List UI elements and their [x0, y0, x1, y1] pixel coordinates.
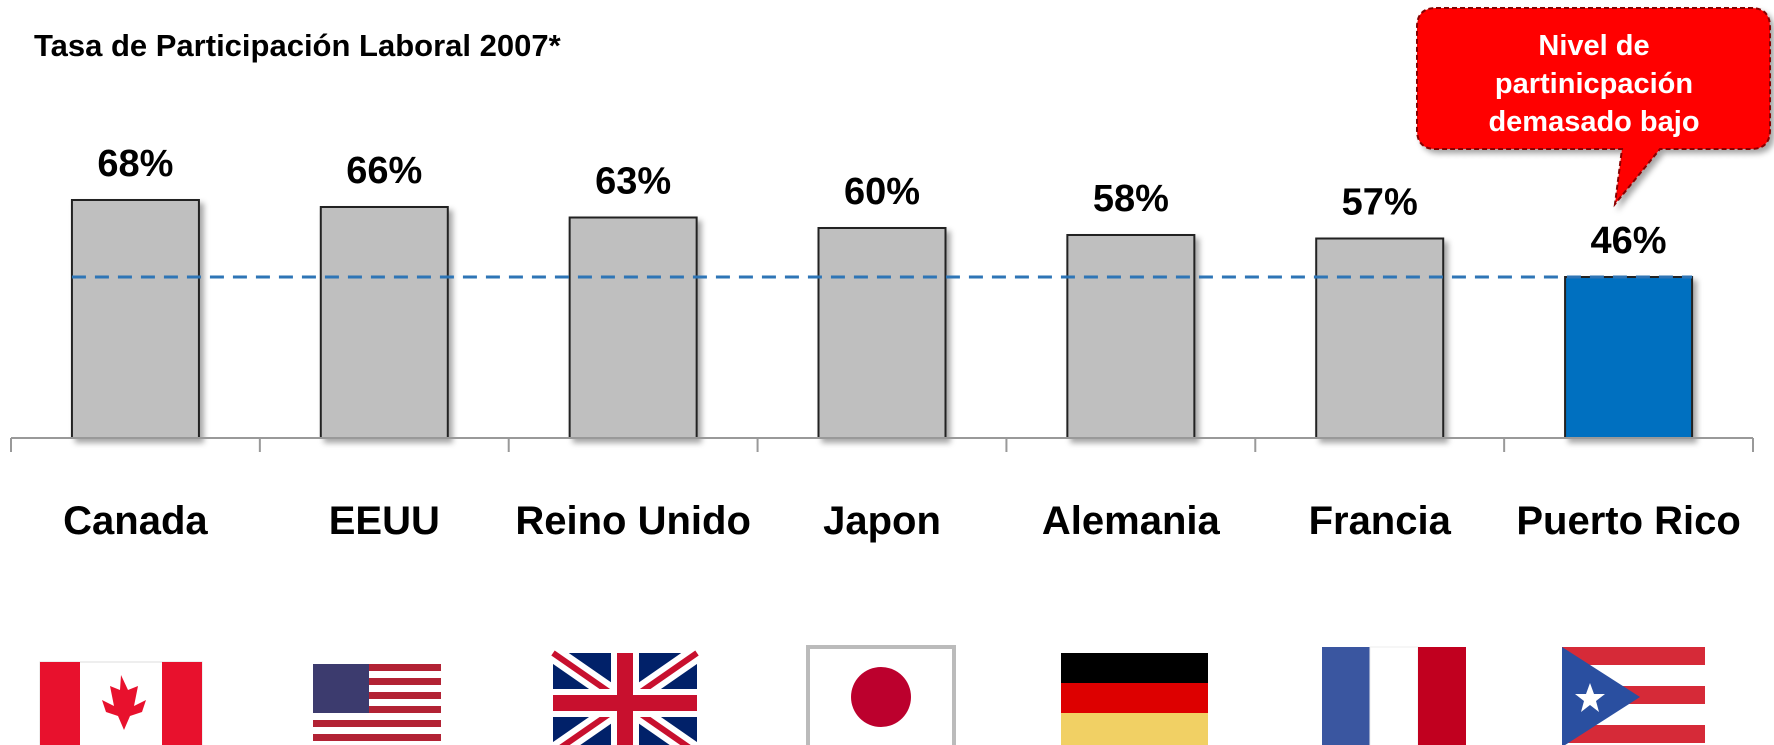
flag-canada [39, 661, 203, 745]
x-tick-label: Francia [1309, 499, 1452, 543]
flag-usa [313, 664, 441, 745]
value-label: 63% [595, 161, 671, 203]
callout: Nivel de partinicpación demasado bajo [1416, 7, 1771, 208]
callout-box [1416, 7, 1771, 208]
x-tick-label: Japon [823, 499, 941, 543]
chart-title: Tasa de Participación Laboral 2007* [34, 28, 562, 63]
flag-japan [806, 645, 956, 745]
x-tick-label: Reino Unido [515, 499, 751, 543]
flag-france [1322, 646, 1466, 745]
flag-uk [547, 645, 703, 745]
bar [1564, 276, 1694, 439]
flags [39, 645, 1705, 745]
annotation-line: partinicpación [1495, 68, 1693, 100]
flag-germany [1061, 653, 1208, 745]
bar [70, 199, 200, 439]
value-label: 57% [1342, 182, 1418, 224]
x-tick-label: Canada [63, 499, 208, 543]
value-label: 68% [97, 143, 173, 185]
bar [568, 216, 698, 439]
value-label: 58% [1093, 178, 1169, 220]
bar [1066, 234, 1196, 439]
bar [817, 227, 947, 439]
annotation-line: Nivel de [1538, 30, 1649, 62]
annotation-line: demasado bajo [1488, 106, 1699, 138]
bar [319, 206, 449, 439]
bar [1315, 237, 1445, 439]
x-tick-label: EEUU [329, 499, 440, 543]
x-tick-label: Alemania [1042, 499, 1221, 543]
value-label: 66% [346, 150, 422, 192]
flag-puerto-rico [1562, 647, 1705, 745]
value-label: 46% [1591, 220, 1667, 262]
x-tick-label: Puerto Rico [1516, 499, 1740, 543]
value-label: 60% [844, 171, 920, 213]
